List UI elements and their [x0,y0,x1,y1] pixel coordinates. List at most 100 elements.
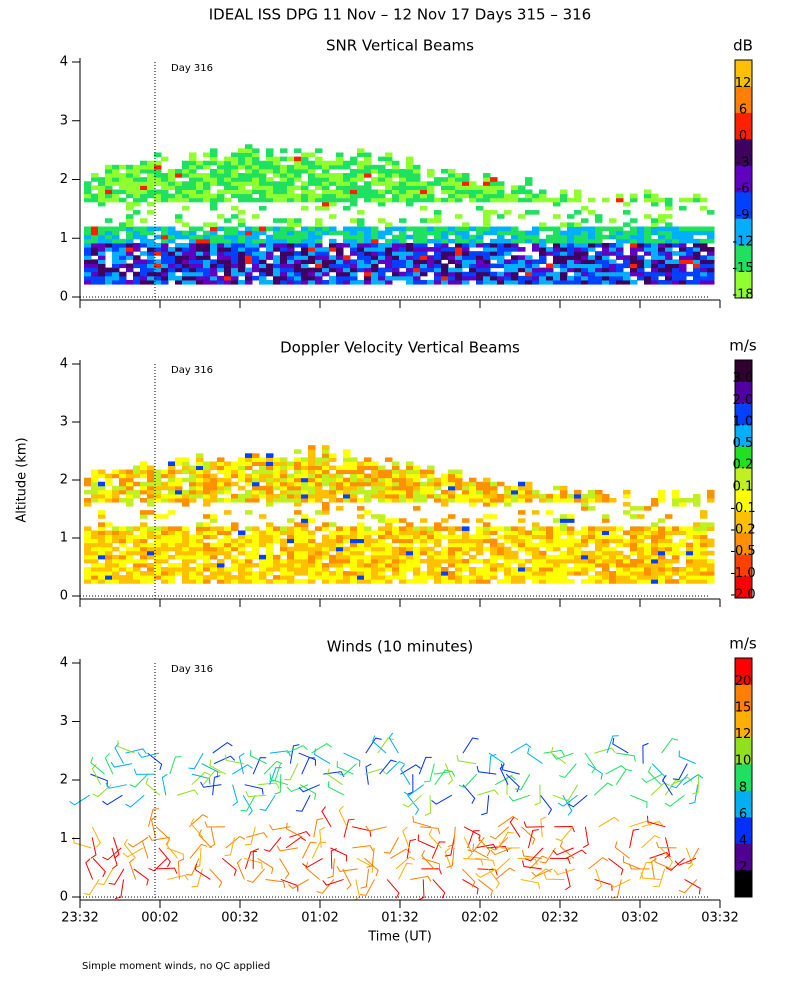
field-cell [126,538,134,544]
field-cell [294,465,302,471]
field-cell [679,550,687,556]
field-cell [119,263,127,269]
field-cell [560,497,568,503]
field-cell [651,255,659,260]
field-cell [595,530,603,536]
field-cell [245,226,253,232]
field-cell [203,542,211,548]
field-cell [224,571,232,576]
field-cell [539,562,547,568]
field-cell [553,538,561,544]
field-cell [448,469,456,475]
field-cell [84,526,92,531]
field-cell [392,185,400,190]
field-cell [385,558,393,564]
field-cell [469,251,477,256]
wind-barb [365,825,387,832]
field-cell [161,567,169,572]
field-cell [658,255,666,260]
field-cell [217,259,225,265]
field-cell [147,485,155,491]
field-cell [245,189,253,195]
field-cell [378,271,386,277]
field-cell [91,575,99,580]
field-cell [154,534,162,540]
field-cell [504,550,512,556]
field-cell [546,263,554,269]
field-cell [161,534,169,540]
field-cell [518,538,526,544]
field-cell [420,181,428,186]
field-cell [126,255,134,260]
field-cell [231,275,239,281]
field-cell [119,567,127,572]
field-cell [427,226,435,232]
field-cell [98,193,106,199]
field-cell [707,558,715,564]
field-cell [168,481,176,487]
field-cell [441,247,449,252]
field-cell [616,230,624,236]
wind-barb [606,735,619,754]
field-cell [595,218,603,223]
field-cell [399,263,407,269]
field-cell [119,238,127,244]
field-cell [595,263,603,269]
field-cell [217,181,225,186]
field-cell [245,230,253,236]
field-cell [350,275,358,281]
field-cell [532,562,540,568]
field-cell [112,271,120,277]
field-cell [644,271,652,277]
field-cell [231,251,239,256]
field-cell [588,271,596,277]
field-cell [378,234,386,240]
wind-barb [244,826,256,846]
field-cell [322,267,330,273]
field-cell [98,234,106,240]
field-cell [126,481,134,487]
field-cell [147,489,155,495]
field-cell [700,571,708,576]
wind-barb [461,868,476,888]
field-cell [329,247,337,252]
field-cell [126,205,134,211]
field-cell [203,534,211,540]
field-cell [105,230,113,236]
wind-barb [431,794,453,805]
field-cell [343,465,351,471]
field-cell [91,473,99,479]
field-cell [455,497,463,503]
field-cell [273,275,281,281]
field-cell [497,230,505,236]
field-cell [98,538,106,544]
field-cell [322,197,330,203]
field-cell [203,242,211,248]
field-cell [343,255,351,260]
field-cell [210,197,218,203]
field-cell [301,562,309,568]
field-cell [602,514,610,519]
field-cell [266,271,274,277]
field-cell [420,550,428,556]
field-cell [91,279,99,285]
wind-barb [527,747,543,765]
field-cell [210,518,218,523]
wind-barb [654,855,672,870]
field-cell [154,197,162,203]
field-cell [539,279,547,285]
field-cell [161,255,169,260]
field-cell [196,279,204,285]
field-cell [399,579,407,584]
field-cell [693,579,701,584]
field-cell [609,279,617,285]
field-cell [525,530,533,536]
field-cell [574,238,582,244]
field-cell [686,230,694,236]
field-cell [329,497,337,503]
field-cell [343,173,351,178]
field-cell [343,497,351,503]
field-cell [252,255,260,260]
field-cell [581,275,589,281]
